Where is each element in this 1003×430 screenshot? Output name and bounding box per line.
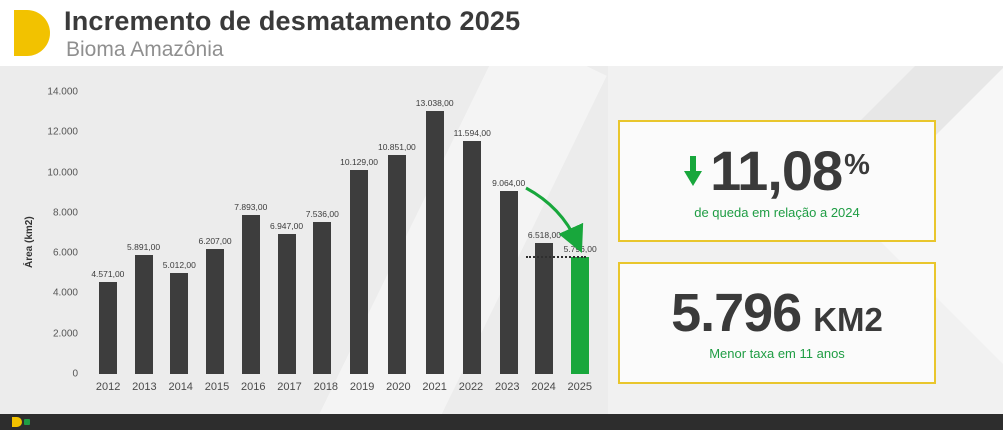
bar-slot-2019: 10.129,00 <box>340 157 378 374</box>
reference-dotted-line <box>526 256 586 258</box>
bar-slot-2021: 13.038,00 <box>416 98 454 374</box>
y-tick-label: 10.000 <box>47 167 78 179</box>
y-tick-label: 6.000 <box>52 247 78 259</box>
bar-value-label: 10.129,00 <box>340 157 378 167</box>
bar-2012 <box>98 281 117 374</box>
bar-slot-2020: 10.851,00 <box>378 142 416 374</box>
bar-slot-2015: 6.207,00 <box>197 236 233 374</box>
percent-drop-caption: de queda em relação a 2024 <box>694 204 860 220</box>
x-tick-2012: 2012 <box>95 381 121 393</box>
bar-value-label: 7.893,00 <box>234 202 268 212</box>
bar-2016 <box>241 215 260 374</box>
bar-2020 <box>387 155 406 374</box>
y-tick-label: 4.000 <box>52 287 78 299</box>
x-tick-2020: 2020 <box>386 381 411 393</box>
footer-logo-icon <box>12 417 30 427</box>
bar-slot-2014: 5.012,00 <box>161 260 197 374</box>
x-tick-2014: 2014 <box>168 381 193 393</box>
x-tick-2025: 2025 <box>567 381 593 393</box>
x-axis-ticks: 2012 2013 2014 2015 2016 2017 2018 2019 2020 2021… <box>90 381 598 393</box>
bar-value-label: 4.571,00 <box>91 268 125 279</box>
bar-2022 <box>463 140 482 374</box>
bar-slot-2025: 5.796,00 <box>562 244 598 374</box>
bar-slot-2023: 9.064,00 <box>491 178 527 374</box>
bar-slot-2012: 4.571,00 <box>90 269 126 374</box>
bar-2014 <box>170 273 189 374</box>
bar-slot-2017: 6.947,00 <box>269 221 305 374</box>
bar-2019 <box>350 170 369 374</box>
bar-value-label: 5.891,00 <box>127 242 161 253</box>
y-axis-title: Área (km2) <box>24 216 35 268</box>
bar-2015 <box>206 249 225 374</box>
bar-value-label: 6.947,00 <box>269 221 304 232</box>
bar-value-label: 5.796,00 <box>563 244 597 255</box>
bar-value-label: 5.012,00 <box>162 260 196 270</box>
x-tick-2019: 2019 <box>349 381 375 393</box>
bar-value-label: 10.851,00 <box>377 142 416 153</box>
bar-value-label: 6.207,00 <box>198 236 232 246</box>
x-tick-2018: 2018 <box>313 381 339 393</box>
x-tick-2023: 2023 <box>494 381 520 393</box>
bar-2018 <box>313 222 332 374</box>
x-tick-2016: 2016 <box>241 381 266 393</box>
bar-2013 <box>134 255 153 374</box>
bar-value-label: 11.594,00 <box>453 127 491 138</box>
bar-2021 <box>425 111 444 374</box>
bar-value-label: 7.536,00 <box>305 209 339 220</box>
page-title: Incremento de desmatamento 2025 <box>64 6 521 36</box>
bar-value-label: 13.038,00 <box>415 98 454 109</box>
y-tick-label: 8.000 <box>52 207 78 219</box>
area-total-row: 5.796 KM2 <box>671 286 883 340</box>
bar-2023 <box>499 191 518 374</box>
bar-value-label: 6.518,00 <box>527 229 561 240</box>
bar-value-label: 9.064,00 <box>492 178 526 189</box>
percent-drop-row: 11,08 % <box>684 138 870 202</box>
area-total-unit: KM2 <box>813 300 883 338</box>
x-tick-2024: 2024 <box>531 381 556 393</box>
bar-chart-plot-area: 4.571,00 5.891,00 5.012,00 6.207,00 7.893,00… <box>90 92 598 374</box>
bar-2025 <box>571 257 590 374</box>
bar-2017 <box>277 234 296 374</box>
page-subtitle: Bioma Amazônia <box>66 38 224 61</box>
y-axis-ticks: 14.000 12.000 10.000 8.000 6.000 4.000 2.000 0 <box>36 87 84 380</box>
percent-drop-card: 11,08 % de queda em relação a 2024 <box>618 120 936 242</box>
x-tick-2021: 2021 <box>422 381 447 393</box>
y-tick-label: 0 <box>72 368 78 380</box>
bar-slot-2018: 7.536,00 <box>304 209 340 374</box>
brand-logo-icon <box>14 10 50 56</box>
percent-drop-unit: % <box>844 148 870 181</box>
percent-drop-value: 11,08 <box>710 138 843 202</box>
bar-2024 <box>535 242 554 374</box>
arrow-down-icon <box>684 155 703 186</box>
bar-slot-2024: 6.518,00 <box>527 230 563 374</box>
x-tick-2022: 2022 <box>458 381 484 393</box>
y-tick-label: 2.000 <box>52 328 78 340</box>
y-tick-label: 12.000 <box>47 126 78 138</box>
area-total-caption: Menor taxa em 11 anos <box>709 345 845 361</box>
footer-bar <box>0 414 1003 430</box>
bar-slot-2013: 5.891,00 <box>126 242 162 374</box>
bar-slot-2022: 11.594,00 <box>453 127 491 374</box>
x-tick-2013: 2013 <box>132 381 157 393</box>
y-tick-label: 14.000 <box>47 86 78 98</box>
x-tick-2017: 2017 <box>277 381 302 393</box>
bar-slot-2016: 7.893,00 <box>233 202 269 374</box>
x-tick-2015: 2015 <box>204 381 230 393</box>
area-total-card: 5.796 KM2 Menor taxa em 11 anos <box>618 262 936 384</box>
area-total-value: 5.796 <box>671 282 802 343</box>
